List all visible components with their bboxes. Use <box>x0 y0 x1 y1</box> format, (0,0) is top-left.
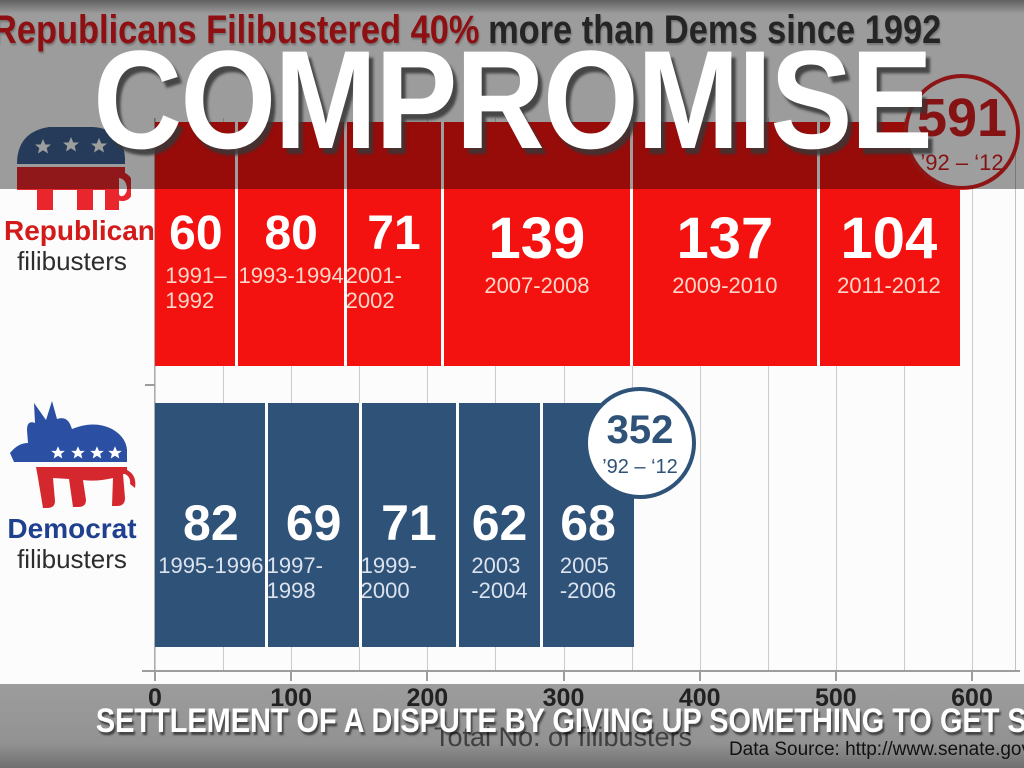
segment-value-label: 139 <box>488 206 586 271</box>
segment-years-label: 2003 -2004 <box>471 553 528 603</box>
democrat-bar-segment: 82 1995-1996 <box>155 403 267 647</box>
bar-segment-divider <box>265 403 269 647</box>
gridline <box>563 118 565 671</box>
bar-segment-divider <box>630 122 634 366</box>
segment-years-label: 1999-2000 <box>360 553 417 603</box>
segment-years-label: 1991– 1992 <box>165 263 227 313</box>
segment-years-label: 1993-1994 <box>238 263 344 288</box>
democrat-donkey-icon <box>10 401 136 508</box>
segment-value-label: 71 <box>367 207 421 260</box>
democrat-legend: Democrat filibusters <box>6 398 138 574</box>
x-axis-tick <box>154 672 156 681</box>
segment-value-label: 104 <box>840 206 938 271</box>
top-dark-overlay <box>0 0 1024 189</box>
bar-segment-divider <box>816 122 820 366</box>
segment-value-label: 82 <box>183 495 239 551</box>
democrat-bar-segment: 71 1999-2000 <box>360 403 458 647</box>
bottom-dark-overlay <box>0 684 1024 768</box>
segment-value-label: 80 <box>264 207 318 260</box>
x-axis-tick <box>971 672 974 681</box>
title-container: COMPROMISE <box>0 30 1024 170</box>
segment-years-label: 2001-2002 <box>345 263 402 313</box>
slide-caption: SETTLEMENT OF A DISPUTE BY GIVING UP SOM… <box>95 702 1024 740</box>
gridline <box>903 118 905 671</box>
democrat-legend-label: Democrat <box>7 513 137 544</box>
bar-segment-divider <box>455 403 459 647</box>
gridline <box>699 118 701 671</box>
segment-value-label: 69 <box>285 495 342 551</box>
segment-years-label: 2007-2008 <box>484 273 590 298</box>
gridline <box>223 118 225 671</box>
x-axis-tick <box>834 672 837 681</box>
bar-segment-divider <box>540 403 544 647</box>
bar-segment-divider <box>235 122 239 366</box>
segment-years-label: 1995-1996 <box>158 553 264 578</box>
democrat-total-value: 352 <box>606 407 674 452</box>
gridline <box>155 118 156 671</box>
gridline <box>359 118 361 671</box>
x-axis-tick <box>562 672 565 681</box>
gridline <box>495 118 497 671</box>
x-axis-tick <box>290 672 293 681</box>
bar-segment-divider <box>344 122 348 366</box>
caption-container: SETTLEMENT OF A DISPUTE BY GIVING UP SOM… <box>0 702 1024 741</box>
bar-segment-divider <box>440 122 444 366</box>
democrat-bar-segment: 62 2003 -2004 <box>457 403 542 647</box>
gridline <box>835 118 837 671</box>
democrat-total-range: ’92 – ‘12 <box>602 455 678 478</box>
segment-years-label: 2009-2010 <box>672 273 778 298</box>
gridline <box>767 118 769 671</box>
republican-legend-sublabel: filibusters <box>17 246 127 277</box>
segment-value-label: 62 <box>471 495 528 551</box>
category-axis-tick <box>145 384 155 386</box>
gridline <box>291 118 293 671</box>
democrat-total-badge: 352 ’92 – ‘12 <box>584 387 696 499</box>
segment-years-label: 2005 -2006 <box>559 553 617 603</box>
y-axis-line <box>154 118 155 671</box>
x-axis-tick <box>426 672 429 681</box>
gridline <box>972 118 974 671</box>
segment-value-label: 71 <box>381 495 437 551</box>
x-axis-line <box>142 670 1020 672</box>
gridline <box>427 118 429 671</box>
segment-value-label: 137 <box>676 206 774 271</box>
republican-legend-label: Republican <box>4 215 155 246</box>
segment-value-label: 60 <box>169 207 223 260</box>
democrat-legend-sublabel: filibusters <box>17 544 127 575</box>
segment-value-label: 68 <box>560 495 616 551</box>
democrat-bar-segment: 69 1997-1998 <box>266 403 361 647</box>
plot-right-border <box>1015 118 1016 671</box>
segment-years-label: 2011-2012 <box>837 273 941 298</box>
bar-segment-divider <box>359 403 363 647</box>
segment-years-label: 1997-1998 <box>266 553 323 603</box>
x-axis-tick <box>698 672 701 681</box>
slide-title: COMPROMISE <box>92 21 933 178</box>
